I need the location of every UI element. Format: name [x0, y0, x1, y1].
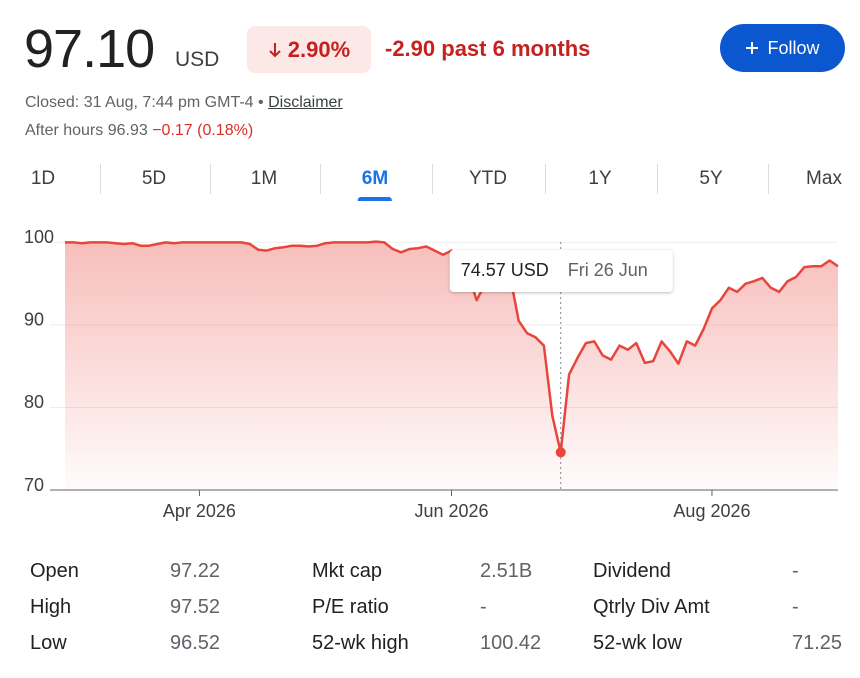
stat-value: 97.22	[170, 560, 221, 582]
y-tick-label: 80	[24, 392, 44, 412]
price-chart: 70 80 90 100 Apr 2026 Jun 2026 Aug 2026 74.57 U…	[24, 227, 839, 521]
stat-label: Open	[30, 560, 79, 582]
stat-label: High	[30, 596, 72, 618]
range-tab[interactable]: 1M	[250, 168, 278, 189]
closed-text: Closed: 31 Aug, 7:44 pm GMT-4	[25, 94, 254, 111]
follow-button[interactable]: Follow	[720, 24, 845, 72]
plus-icon	[746, 42, 759, 54]
stat-label: Low	[30, 632, 67, 654]
hover-point	[555, 447, 566, 458]
change-percent: 2.90%	[287, 36, 351, 62]
currency: USD	[175, 48, 220, 71]
tab-separator	[210, 164, 211, 194]
down-arrow	[269, 42, 281, 57]
stat-value: -	[480, 596, 487, 618]
stat-value: 2.51B	[480, 560, 533, 582]
tab-separator	[768, 164, 769, 194]
after-hours-line: After hours 96.93 −0.17 (0.18%)	[25, 122, 253, 140]
price: 97.10	[24, 19, 155, 79]
change-period: -2.90 past 6 months	[385, 36, 591, 61]
stat-value: 100.42	[480, 632, 542, 654]
stat-label: Mkt cap	[312, 560, 383, 582]
tooltip-box	[449, 250, 673, 292]
tooltip: 74.57 USD Fri 26 Jun	[449, 250, 673, 292]
after-hours-price: After hours 96.93	[25, 122, 148, 139]
range-tab[interactable]: 5D	[141, 168, 167, 189]
range-tab[interactable]: Max	[806, 168, 842, 189]
stat-label: Qtrly Div Amt	[593, 596, 710, 618]
tooltip-value: 74.57 USD	[461, 260, 549, 280]
after-hours-change: −0.17 (0.18%)	[152, 122, 254, 139]
tab-separator	[100, 164, 101, 194]
stat-value: 97.52	[170, 596, 221, 618]
range-tab[interactable]: 1D	[30, 168, 56, 189]
tab-separator	[545, 164, 546, 194]
price-line	[65, 240, 839, 454]
x-tick-label: Aug 2026	[673, 501, 750, 521]
range-tab[interactable]: YTD	[469, 168, 507, 189]
follow-label: Follow	[767, 37, 820, 58]
stat-label: 52-wk low	[593, 632, 682, 654]
y-tick-label: 70	[24, 475, 44, 495]
closed-line: Closed: 31 Aug, 7:44 pm GMT-4 • Disclaim…	[25, 94, 343, 112]
change-badge: 2.90%	[247, 26, 371, 73]
tab-separator	[320, 164, 321, 194]
stat-label: 52-wk high	[312, 632, 409, 654]
tab-separator	[432, 164, 433, 194]
area-fill	[65, 241, 838, 490]
range-tab-active[interactable]: 6M	[357, 168, 393, 201]
stat-value: 96.52	[170, 632, 221, 654]
y-tick-label: 100	[24, 227, 54, 247]
tooltip-date: Fri 26 Jun	[568, 260, 648, 280]
x-tick-label: Jun 2026	[414, 501, 488, 521]
stat-value: 71.25	[792, 632, 843, 654]
range-tab[interactable]: 1Y	[588, 168, 612, 189]
stat-value: -	[792, 560, 799, 582]
y-tick-label: 90	[24, 310, 44, 330]
stat-value: -	[792, 596, 799, 618]
separator: •	[258, 94, 264, 111]
disclaimer-link[interactable]: Disclaimer	[268, 94, 343, 111]
stat-label: P/E ratio	[312, 596, 389, 618]
range-tab[interactable]: 5Y	[699, 168, 723, 189]
tab-separator	[657, 164, 658, 194]
stat-label: Dividend	[593, 560, 671, 582]
x-tick-label: Apr 2026	[163, 501, 236, 521]
